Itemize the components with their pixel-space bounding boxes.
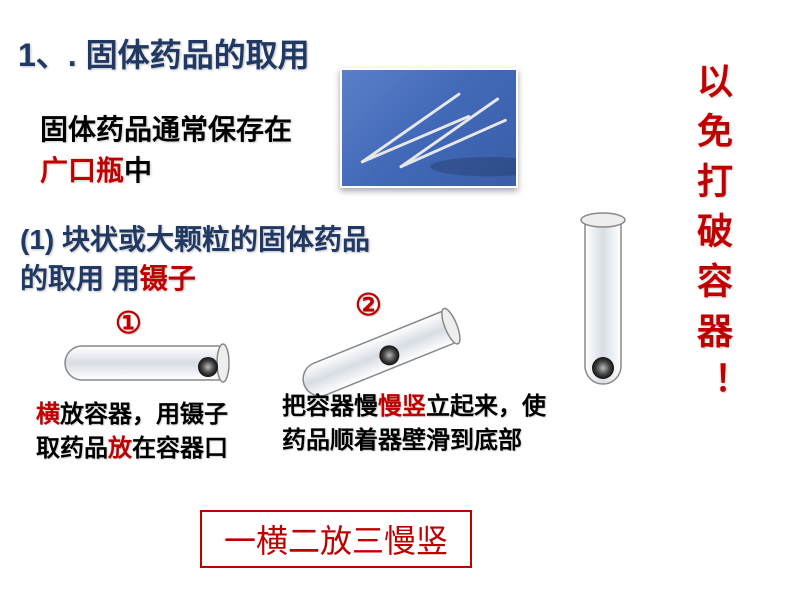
summary-box: 一横二放三慢竖 xyxy=(200,510,472,568)
subsection-text: (1) 块状或大颗粒的固体药品 的取用 用镊子 xyxy=(20,220,370,298)
sub-prefix: (1) xyxy=(20,224,62,255)
step-2-label: ② xyxy=(355,288,382,323)
tube-horizontal xyxy=(60,340,230,386)
vertical-warning: 以免打破容器！ xyxy=(686,62,738,412)
tube-vertical xyxy=(576,210,630,390)
intro-line1: 固体药品通常保存在 xyxy=(40,114,292,145)
sub-line1: 块状或大颗粒的固体药品 xyxy=(62,224,370,255)
sub-tool: 镊子 xyxy=(140,263,196,294)
intro-suffix: 中 xyxy=(124,155,152,186)
cap2-c: 取药品 xyxy=(36,435,108,462)
page-title: 1、. 固体药品的取用 xyxy=(18,30,310,76)
title-text: 固体药品的取用 xyxy=(86,37,310,73)
tweezers-photo xyxy=(340,68,518,188)
cap1-c: 立起来，使 xyxy=(426,393,546,420)
cap1-a: 把容器慢 xyxy=(282,393,378,420)
title-prefix: 1、. xyxy=(18,37,86,73)
cap2-e: 在容器口 xyxy=(132,435,228,462)
tweezers-icon xyxy=(342,70,516,186)
cap1-b: 慢竖 xyxy=(378,393,426,420)
intro-text: 固体药品通常保存在 广口瓶中 xyxy=(40,110,292,191)
cap2-d: 放 xyxy=(108,435,132,462)
cap1-d: 药品顺着器壁滑到底部 xyxy=(282,427,522,454)
step-1-label: ① xyxy=(115,306,142,341)
cap2-a: 横 xyxy=(36,401,60,428)
caption-step2: 把容器慢慢竖立起来，使 药品顺着器壁滑到底部 xyxy=(282,390,546,457)
intro-bottle: 广口瓶 xyxy=(40,155,124,186)
sub-line2a: 的取用 用 xyxy=(20,263,140,294)
cap2-b: 放容器，用镊子 xyxy=(60,401,228,428)
caption-step1: 横放容器，用镊子 取药品放在容器口 xyxy=(36,398,228,465)
